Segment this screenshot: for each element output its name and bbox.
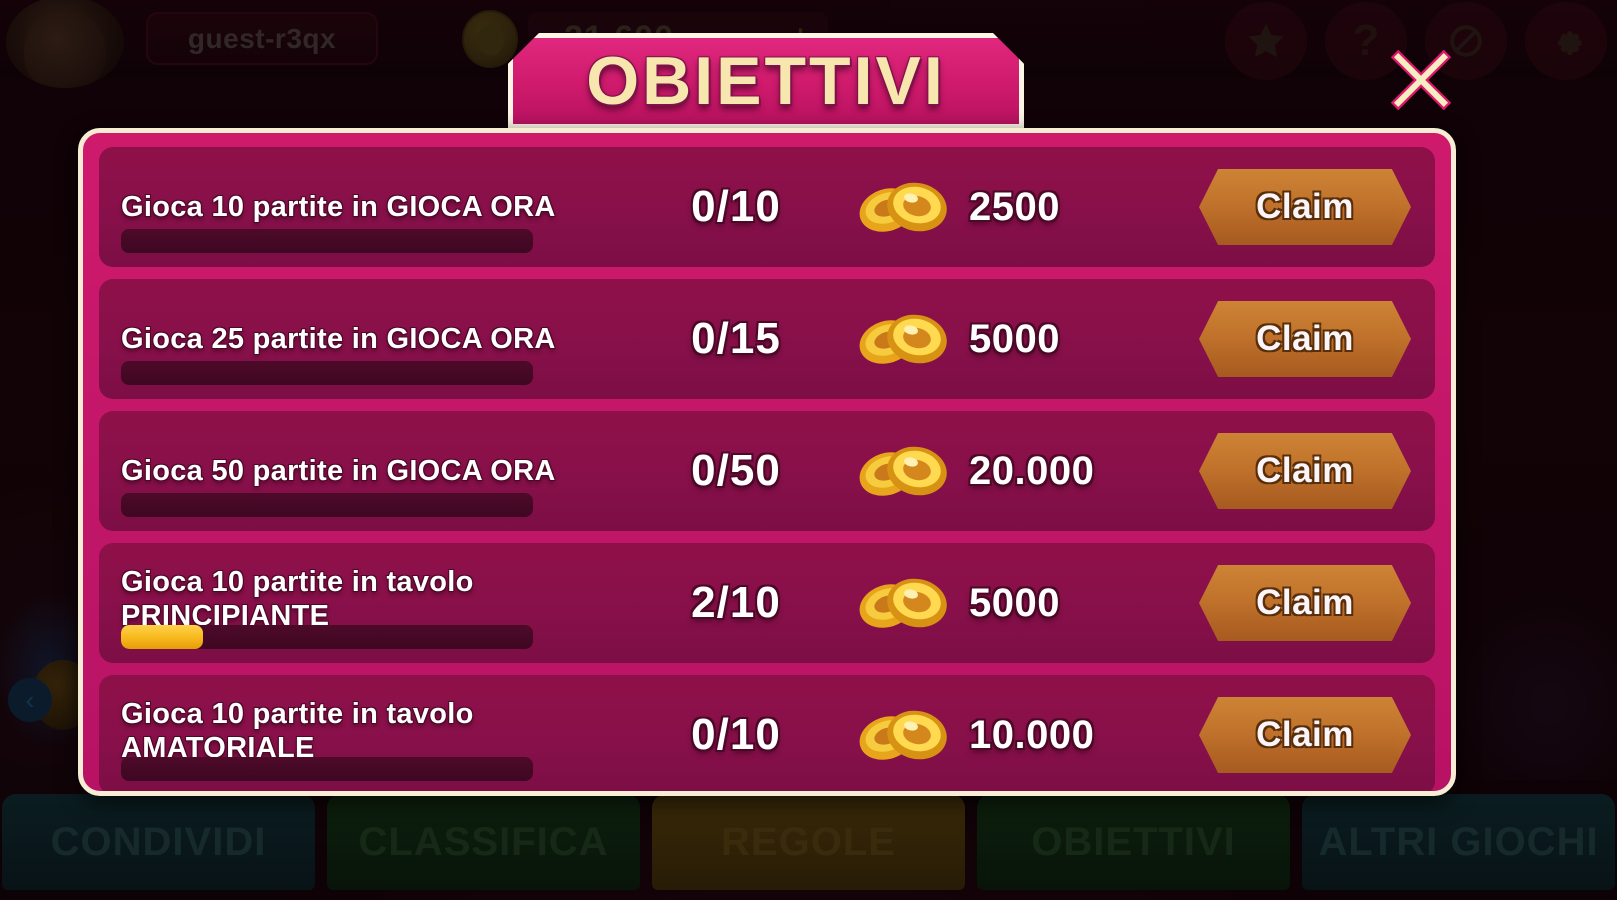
claim-button-label: Claim [1256, 187, 1354, 226]
objective-counter: 0/10 [691, 710, 781, 759]
claim-button-label: Claim [1256, 451, 1354, 490]
objective-row[interactable]: Gioca 10 partite in GIOCA ORA 0/10 [99, 147, 1435, 267]
claim-button[interactable]: Claim [1199, 433, 1411, 509]
objective-row[interactable]: Gioca 10 partite in tavolo PRINCIPIANTE … [99, 543, 1435, 663]
objective-reward: 5000 [969, 580, 1060, 625]
objective-desc-line1: Gioca 10 partite in GIOCA ORA [121, 190, 556, 223]
objective-desc-line1: Gioca 50 partite in GIOCA ORA [121, 454, 556, 487]
objective-progress-track [121, 757, 533, 781]
objective-reward: 5000 [969, 316, 1060, 361]
objective-reward: 10.000 [969, 712, 1095, 757]
objective-desc-line1: Gioca 25 partite in GIOCA ORA [121, 322, 556, 355]
claim-button[interactable]: Claim [1199, 565, 1411, 641]
objective-row[interactable]: Gioca 25 partite in GIOCA ORA 0/15 [99, 279, 1435, 399]
coins-icon [841, 172, 961, 242]
objective-row[interactable]: Gioca 50 partite in GIOCA ORA 0/50 [99, 411, 1435, 531]
objective-counter: 0/50 [691, 446, 781, 495]
objective-progress-track [121, 625, 533, 649]
objective-reward: 20.000 [969, 448, 1095, 493]
objective-progress-track [121, 361, 533, 385]
claim-button-label: Claim [1256, 583, 1354, 622]
page-title: OBIETTIVI [586, 43, 946, 119]
coins-icon [841, 436, 961, 506]
objective-counter: 0/15 [691, 314, 781, 363]
coins-icon [841, 700, 961, 770]
objective-counter: 2/10 [691, 578, 781, 627]
modal-title-banner: OBIETTIVI [508, 33, 1024, 129]
close-glyph [1390, 49, 1452, 111]
objectives-list: Gioca 10 partite in GIOCA ORA 0/10 [83, 133, 1451, 791]
objective-description: Gioca 25 partite in GIOCA ORA [121, 322, 631, 356]
objective-desc-line1: Gioca 10 partite in tavolo [121, 565, 474, 598]
claim-button[interactable]: Claim [1199, 169, 1411, 245]
objective-row[interactable]: Gioca 10 partite in tavolo AMATORIALE 0/… [99, 675, 1435, 791]
claim-button[interactable]: Claim [1199, 697, 1411, 773]
objectives-panel: Gioca 10 partite in GIOCA ORA 0/10 [78, 128, 1456, 796]
objective-description: Gioca 50 partite in GIOCA ORA [121, 454, 631, 488]
claim-button-label: Claim [1256, 715, 1354, 754]
claim-button-label: Claim [1256, 319, 1354, 358]
objective-reward: 2500 [969, 184, 1060, 229]
coins-icon [841, 568, 961, 638]
objective-progress-fill [121, 625, 204, 649]
objective-desc-line1: Gioca 10 partite in tavolo [121, 697, 474, 730]
objective-description: Gioca 10 partite in GIOCA ORA [121, 190, 631, 224]
coins-icon [841, 304, 961, 374]
objective-progress-track [121, 493, 533, 517]
objective-progress-track [121, 229, 533, 253]
close-icon[interactable] [1375, 34, 1467, 126]
objective-description: Gioca 10 partite in tavolo AMATORIALE [121, 697, 631, 773]
objective-counter: 0/10 [691, 182, 781, 231]
claim-button[interactable]: Claim [1199, 301, 1411, 377]
